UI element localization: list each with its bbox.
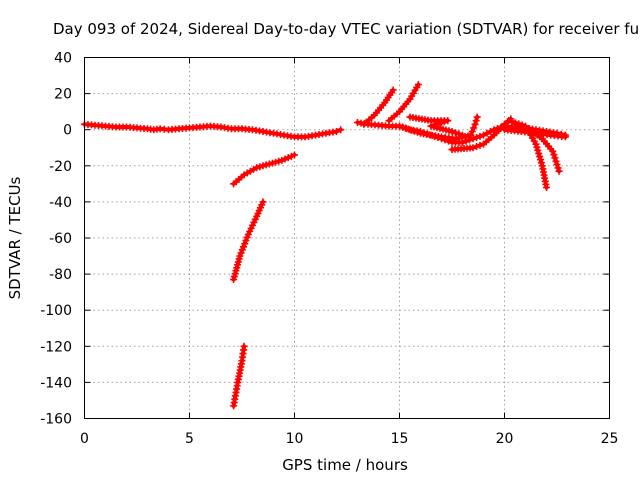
series-morning-drop	[230, 198, 266, 283]
y-tick-label: 40	[54, 51, 72, 67]
series-markers	[81, 121, 344, 141]
x-tick-label: 20	[496, 431, 514, 447]
x-tick-label: 0	[80, 431, 89, 447]
grid-lines	[85, 58, 610, 419]
series-baseline-left	[81, 121, 344, 141]
series-morning-deep	[230, 343, 248, 410]
chart-title: Day 093 of 2024, Sidereal Day-to-day VTE…	[53, 20, 640, 38]
tick-labels: 0 5 10 15 20 25 40 20 0 -20 -40 -60 -80 -100 -120 -140 -…	[40, 51, 618, 448]
x-tick-label: 10	[286, 431, 304, 447]
y-tick-label: 20	[54, 87, 72, 103]
x-axis-label: GPS time / hours	[282, 456, 408, 474]
series-markers	[230, 151, 298, 187]
y-tick-label: -160	[40, 412, 72, 428]
y-tick-label: -140	[40, 375, 72, 391]
y-tick-label: 0	[63, 123, 72, 139]
y-tick-label: -40	[49, 195, 72, 211]
y-tick-label: -20	[49, 159, 72, 175]
x-tick-label: 25	[601, 431, 619, 447]
series-markers	[230, 343, 248, 410]
y-tick-label: -80	[49, 267, 72, 283]
series-morning-arc	[230, 151, 298, 187]
y-tick-label: -120	[40, 339, 72, 355]
sdtvar-chart: Day 093 of 2024, Sidereal Day-to-day VTE…	[0, 0, 640, 480]
plot-area	[81, 81, 569, 409]
y-tick-label: -60	[49, 231, 72, 247]
y-axis-label: SDTVAR / TECUs	[6, 176, 24, 299]
x-tick-label: 15	[391, 431, 409, 447]
x-tick-label: 5	[185, 431, 194, 447]
series-markers	[230, 198, 266, 283]
y-tick-label: -100	[40, 303, 72, 319]
